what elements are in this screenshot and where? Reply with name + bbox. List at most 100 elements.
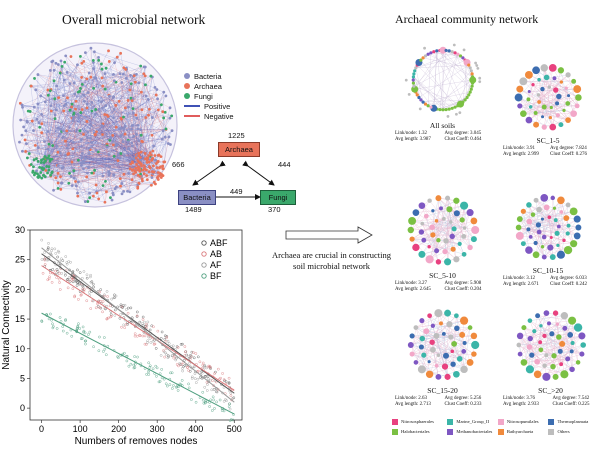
fungi-dot-icon [184,93,190,99]
network-node [92,61,95,64]
network-node [100,124,104,128]
subnet-node [536,100,541,104]
network-node [19,118,23,122]
subnet-edge [535,242,553,258]
subnet-edge [410,216,426,231]
subnet-edge [533,313,547,332]
network-node [65,146,69,150]
subnet-edge [450,327,470,338]
network-node [64,54,68,58]
subnet-node [543,74,549,81]
series-point [113,308,117,312]
network-node [112,95,116,99]
subnet-edge [537,94,569,96]
subnet-edge [528,91,564,111]
series-point [148,365,152,369]
subnet-edge [529,320,541,350]
subnet-edge [567,97,579,121]
series-point [231,418,235,422]
subnet-edge [528,221,559,227]
series-point [181,369,184,373]
network-edge [114,62,145,169]
subnet-edge [538,74,568,103]
network-node [137,151,141,155]
network-node [74,107,77,111]
subnet-edge [435,198,439,251]
network-edge [71,76,153,163]
subnet-node [535,206,542,213]
subnet-edge [435,212,470,222]
series-point [98,306,101,309]
subnet-edge [549,208,555,248]
series-point [127,364,131,368]
subnet-edge [522,107,551,114]
series-point [40,258,44,261]
network-node [80,61,84,65]
series-point [55,327,59,330]
subnet-node [559,210,563,214]
subnet-edge [443,218,470,248]
network-edge [69,64,78,111]
network-edge [38,121,87,123]
network-edge [48,125,138,159]
network-node [50,60,54,64]
subnet-edge [530,106,551,108]
legend-positive: Positive [184,101,234,111]
network-edge [48,169,59,184]
network-node [58,71,62,75]
series-point [147,335,150,339]
series-point [105,290,109,293]
subnet-edge [531,323,549,356]
subnet-edge [428,200,444,219]
network-node [159,165,162,169]
subnet-edge [448,324,464,370]
series-point [138,334,142,337]
subnet-edge [442,54,458,110]
network-node [156,160,160,163]
subnet-node [438,321,443,326]
subnet-node [514,93,523,102]
network-node [136,123,140,127]
network-edge [141,111,163,136]
series-point [228,407,232,411]
network-node [94,183,98,187]
network-node [94,148,98,152]
network-node [124,67,128,71]
series-point [229,391,233,395]
series-point [192,356,196,360]
network-node [82,93,86,97]
series-point [152,342,156,346]
network-node [47,154,51,158]
subnet-node [466,93,470,97]
network-node [36,146,40,150]
subnet-edge [519,333,552,337]
subnet-node [411,84,416,88]
subnet-node [543,353,548,358]
network-node [161,167,165,171]
taxa-swatch-icon [392,429,398,435]
taxa-legend: Nitrososphaerales Marine_Group_II Nitrosop… [392,419,597,435]
subnet-node [459,201,468,210]
network-node [69,174,73,178]
network-node [113,61,116,65]
network-edge [62,118,74,131]
subnet-edge [422,57,470,69]
network-node [76,180,80,184]
series-point [163,334,167,338]
network-node [25,156,29,160]
network-node [36,175,40,179]
series-point [58,316,62,319]
subnet-edge [435,328,457,366]
subnet-node [407,92,411,96]
series-point [187,355,191,359]
network-edge [32,121,47,159]
subnet-edge [528,91,558,116]
subnet-edge [463,205,470,248]
subnet-edge [543,225,569,258]
network-node [68,108,72,112]
network-node [72,176,76,180]
network-node [62,94,65,98]
subnet-node [455,104,459,108]
series-point [218,398,222,402]
